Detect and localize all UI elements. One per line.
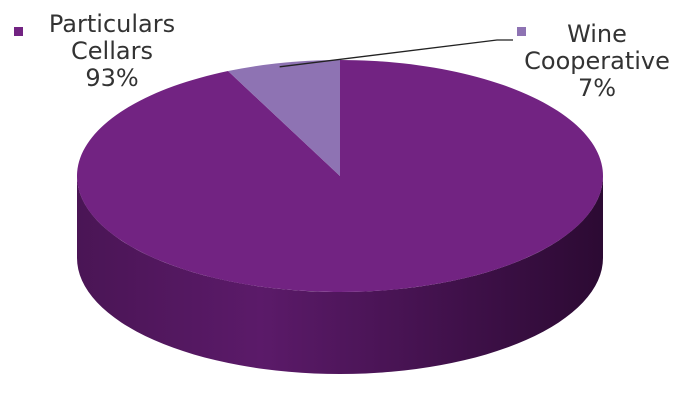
leader-line-1	[279, 39, 513, 68]
slice-name-label-1: Wine	[567, 20, 627, 48]
slice-value-label-1: 7%	[578, 74, 616, 102]
pie-depth	[77, 176, 603, 374]
slice-name-label-0: Cellars	[71, 37, 153, 65]
pie-slice-0	[76, 60, 603, 292]
slice-value-label-0: 93%	[85, 64, 138, 92]
pie-side-wall	[77, 176, 603, 374]
pie-slice-1	[228, 60, 340, 176]
slice-name-label-0: Particulars	[49, 10, 175, 38]
slice-name-label-1: Cooperative	[524, 47, 670, 75]
leader-lines	[279, 39, 513, 68]
legend-marker-0	[14, 27, 23, 36]
legend-marker-1	[517, 27, 526, 36]
pie-top	[76, 60, 603, 292]
